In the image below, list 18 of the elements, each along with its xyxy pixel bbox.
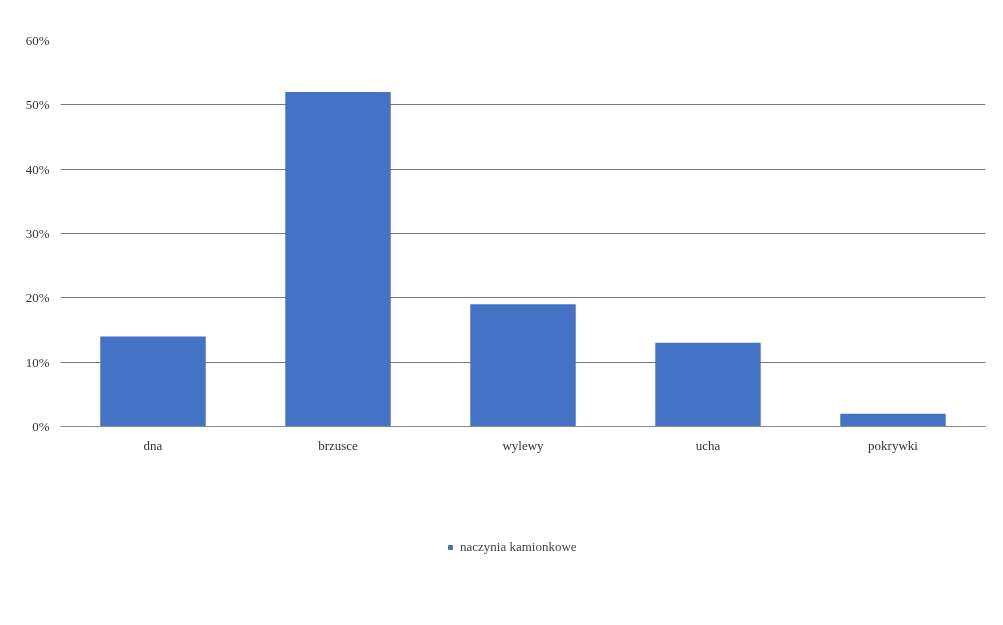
- y-tick-label: 60%: [25, 33, 50, 48]
- bar: [100, 336, 206, 427]
- y-tick-label: 0%: [32, 419, 50, 434]
- x-tick-label: pokrywki: [868, 437, 919, 453]
- bar: [840, 413, 946, 427]
- x-tick-label: ucha: [695, 437, 721, 453]
- y-tick-label: 50%: [25, 97, 50, 113]
- x-tick-label: brzusce: [318, 437, 359, 453]
- y-tick-label: 30%: [25, 226, 50, 241]
- x-tick-label: dna: [143, 437, 163, 453]
- bar: [285, 91, 391, 427]
- y-tick-label: 10%: [25, 354, 50, 370]
- legend-label: naczynia kamionkowe: [460, 539, 577, 555]
- x-tick-label: wylewy: [502, 437, 545, 453]
- y-tick-label: 20%: [25, 290, 50, 306]
- y-tick-label: 40%: [25, 161, 50, 177]
- bar: [470, 304, 576, 427]
- bar: [655, 342, 761, 427]
